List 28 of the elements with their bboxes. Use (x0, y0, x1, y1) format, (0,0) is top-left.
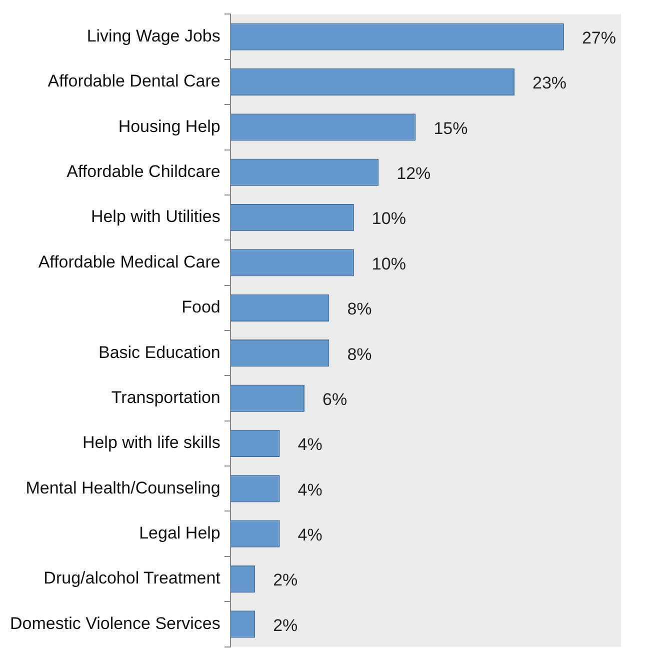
data-label: 10% (372, 254, 406, 274)
y-tick-label: Food (182, 298, 220, 317)
y-tick-label: Drug/alcohol Treatment (44, 568, 221, 588)
data-label: 6% (322, 390, 348, 409)
y-tick-label: Housing Help (118, 116, 220, 136)
data-label: 12% (396, 164, 431, 184)
y-tick-label: Affordable Dental Care (48, 72, 220, 91)
data-label: 2% (273, 570, 298, 590)
y-tick-label: Affordable Childcare (66, 162, 220, 182)
data-label: 8% (347, 344, 372, 364)
y-tick-label: Transportation (111, 388, 220, 407)
data-label: 4% (298, 435, 322, 454)
data-label: 23% (532, 74, 567, 93)
y-tick-label: Mental Health/Counseling (26, 478, 220, 498)
y-tick-label: Help with life skills (82, 433, 220, 452)
data-label: 27% (582, 28, 616, 48)
data-label: 2% (273, 616, 298, 635)
y-tick-label: Living Wage Jobs (86, 26, 220, 46)
data-label: 15% (434, 118, 468, 138)
y-tick-label: Affordable Medical Care (38, 252, 220, 272)
data-label: 8% (347, 300, 372, 319)
y-tick-label: Help with Utilities (90, 207, 220, 226)
data-label: 4% (298, 480, 322, 500)
data-label: 10% (372, 209, 406, 228)
data-label: 4% (298, 526, 322, 545)
y-tick-label: Legal Help (139, 524, 220, 543)
y-tick-label: Domestic Violence Services (10, 614, 220, 633)
y-tick-label: Basic Education (98, 342, 220, 362)
